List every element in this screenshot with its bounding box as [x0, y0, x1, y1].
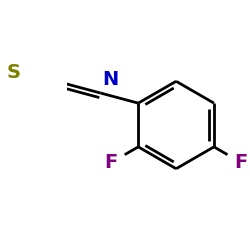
- Text: N: N: [102, 70, 118, 89]
- Text: F: F: [104, 153, 118, 172]
- Text: F: F: [234, 153, 248, 172]
- Text: S: S: [6, 63, 20, 82]
